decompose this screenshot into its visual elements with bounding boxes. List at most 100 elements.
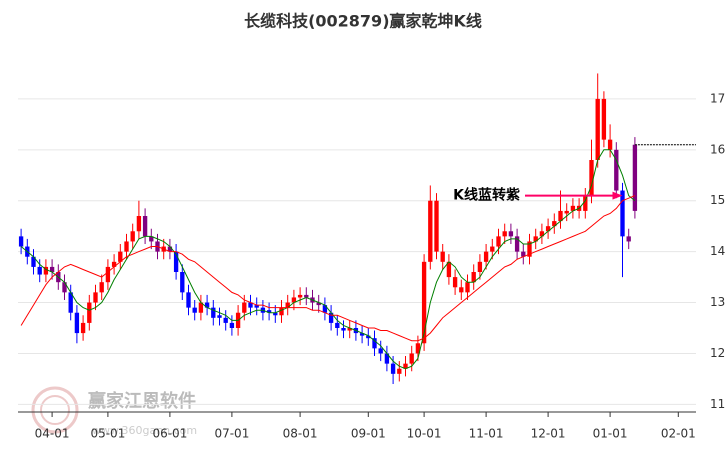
y-tick-label: 12 (710, 346, 725, 360)
candle-body (359, 333, 365, 336)
x-tick-label: 08-01 (283, 427, 318, 441)
candle-body (428, 200, 433, 262)
candle-body (297, 294, 303, 298)
y-tick-label: 13 (710, 295, 725, 309)
candle-body (397, 368, 402, 374)
y-tick-label: 17 (710, 91, 725, 105)
candle-body (620, 190, 625, 237)
candle-body (111, 261, 117, 267)
candle-body (614, 149, 619, 191)
candle-body (87, 302, 92, 323)
candle-body (533, 236, 538, 242)
candle-body (545, 226, 551, 232)
candle-body (558, 210, 563, 222)
candle-body (390, 363, 396, 374)
watermark-url: www.360gann.com (92, 424, 197, 437)
candle-body (514, 236, 520, 252)
candle-body (347, 328, 352, 331)
candle-body (477, 261, 483, 272)
watermark-name: 赢家江恩软件 (88, 390, 196, 412)
candle-body (539, 231, 545, 237)
candle-body (180, 272, 185, 293)
x-tick-label: 07-01 (214, 427, 249, 441)
candle-body (564, 210, 569, 214)
candle-body (186, 292, 191, 308)
moving-average (20, 195, 636, 342)
candle-body (446, 261, 452, 278)
candle-body (452, 277, 458, 288)
moving-average (20, 149, 636, 370)
candle-body (124, 241, 129, 252)
candle-body (43, 266, 49, 275)
candle-body (335, 322, 340, 328)
candle-body (502, 231, 507, 237)
x-tick-label: 11-01 (469, 427, 504, 441)
candle-body (378, 348, 383, 354)
y-tick-label: 14 (710, 244, 725, 258)
candle-body (198, 302, 204, 313)
x-tick-label: 06-01 (152, 427, 187, 441)
candle-body (217, 315, 222, 318)
y-tick-label: 16 (710, 142, 725, 156)
candle-body (49, 266, 55, 272)
candle-body (99, 282, 104, 293)
candle-body (589, 160, 594, 196)
watermark-logo (31, 386, 79, 434)
candle-body (595, 98, 600, 160)
candle-body (570, 205, 576, 211)
candle-body (527, 241, 532, 257)
candle-body (465, 282, 470, 293)
candle-body (18, 236, 24, 247)
x-tick-label: 02-01 (661, 427, 696, 441)
x-tick-label: 05-01 (90, 427, 125, 441)
candle-body (62, 282, 67, 293)
candle-body (552, 221, 557, 227)
candle-body (409, 353, 414, 364)
candle-body (254, 305, 259, 308)
candle-body (459, 287, 464, 293)
candle-body (372, 338, 377, 349)
candle-body (341, 328, 346, 331)
candle-body (130, 231, 135, 242)
candle-body (37, 266, 42, 275)
candle-body (328, 312, 334, 323)
candle-body (583, 195, 588, 211)
candle-body (366, 335, 371, 339)
y-tick-label: 11 (710, 397, 725, 411)
candle-body (204, 302, 210, 308)
candle-body (266, 310, 272, 313)
candle-body (322, 305, 328, 313)
x-tick-label: 09-01 (351, 427, 386, 441)
candle-body (149, 236, 154, 242)
candle-body (384, 353, 390, 364)
candle-body (601, 98, 607, 140)
candle-body (229, 322, 235, 328)
candle-body (607, 139, 613, 150)
x-tick-label: 01-01 (593, 427, 628, 441)
candle-body (285, 302, 290, 308)
x-tick-label: 10-01 (407, 427, 442, 441)
candle-body (248, 302, 253, 308)
x-tick-label: 12-01 (531, 427, 566, 441)
candle-body (192, 307, 197, 313)
candle-body (80, 322, 86, 334)
candle-body (483, 251, 489, 262)
candle-body (242, 302, 247, 313)
y-tick-label: 15 (710, 193, 725, 207)
candle-body (273, 312, 278, 316)
candle-body (136, 216, 142, 232)
candle-body (521, 251, 526, 257)
candle-body (167, 246, 173, 252)
candle-body (118, 251, 123, 262)
annotation-arrowhead (612, 191, 623, 200)
candle-body (415, 343, 421, 354)
candle-body (316, 302, 321, 306)
candle-body (496, 236, 501, 247)
annotation-text: K线蓝转紫 (453, 187, 520, 204)
candle-body (403, 363, 408, 369)
candle-body (632, 144, 638, 211)
candle-body (211, 307, 216, 318)
candle-body (304, 294, 309, 298)
